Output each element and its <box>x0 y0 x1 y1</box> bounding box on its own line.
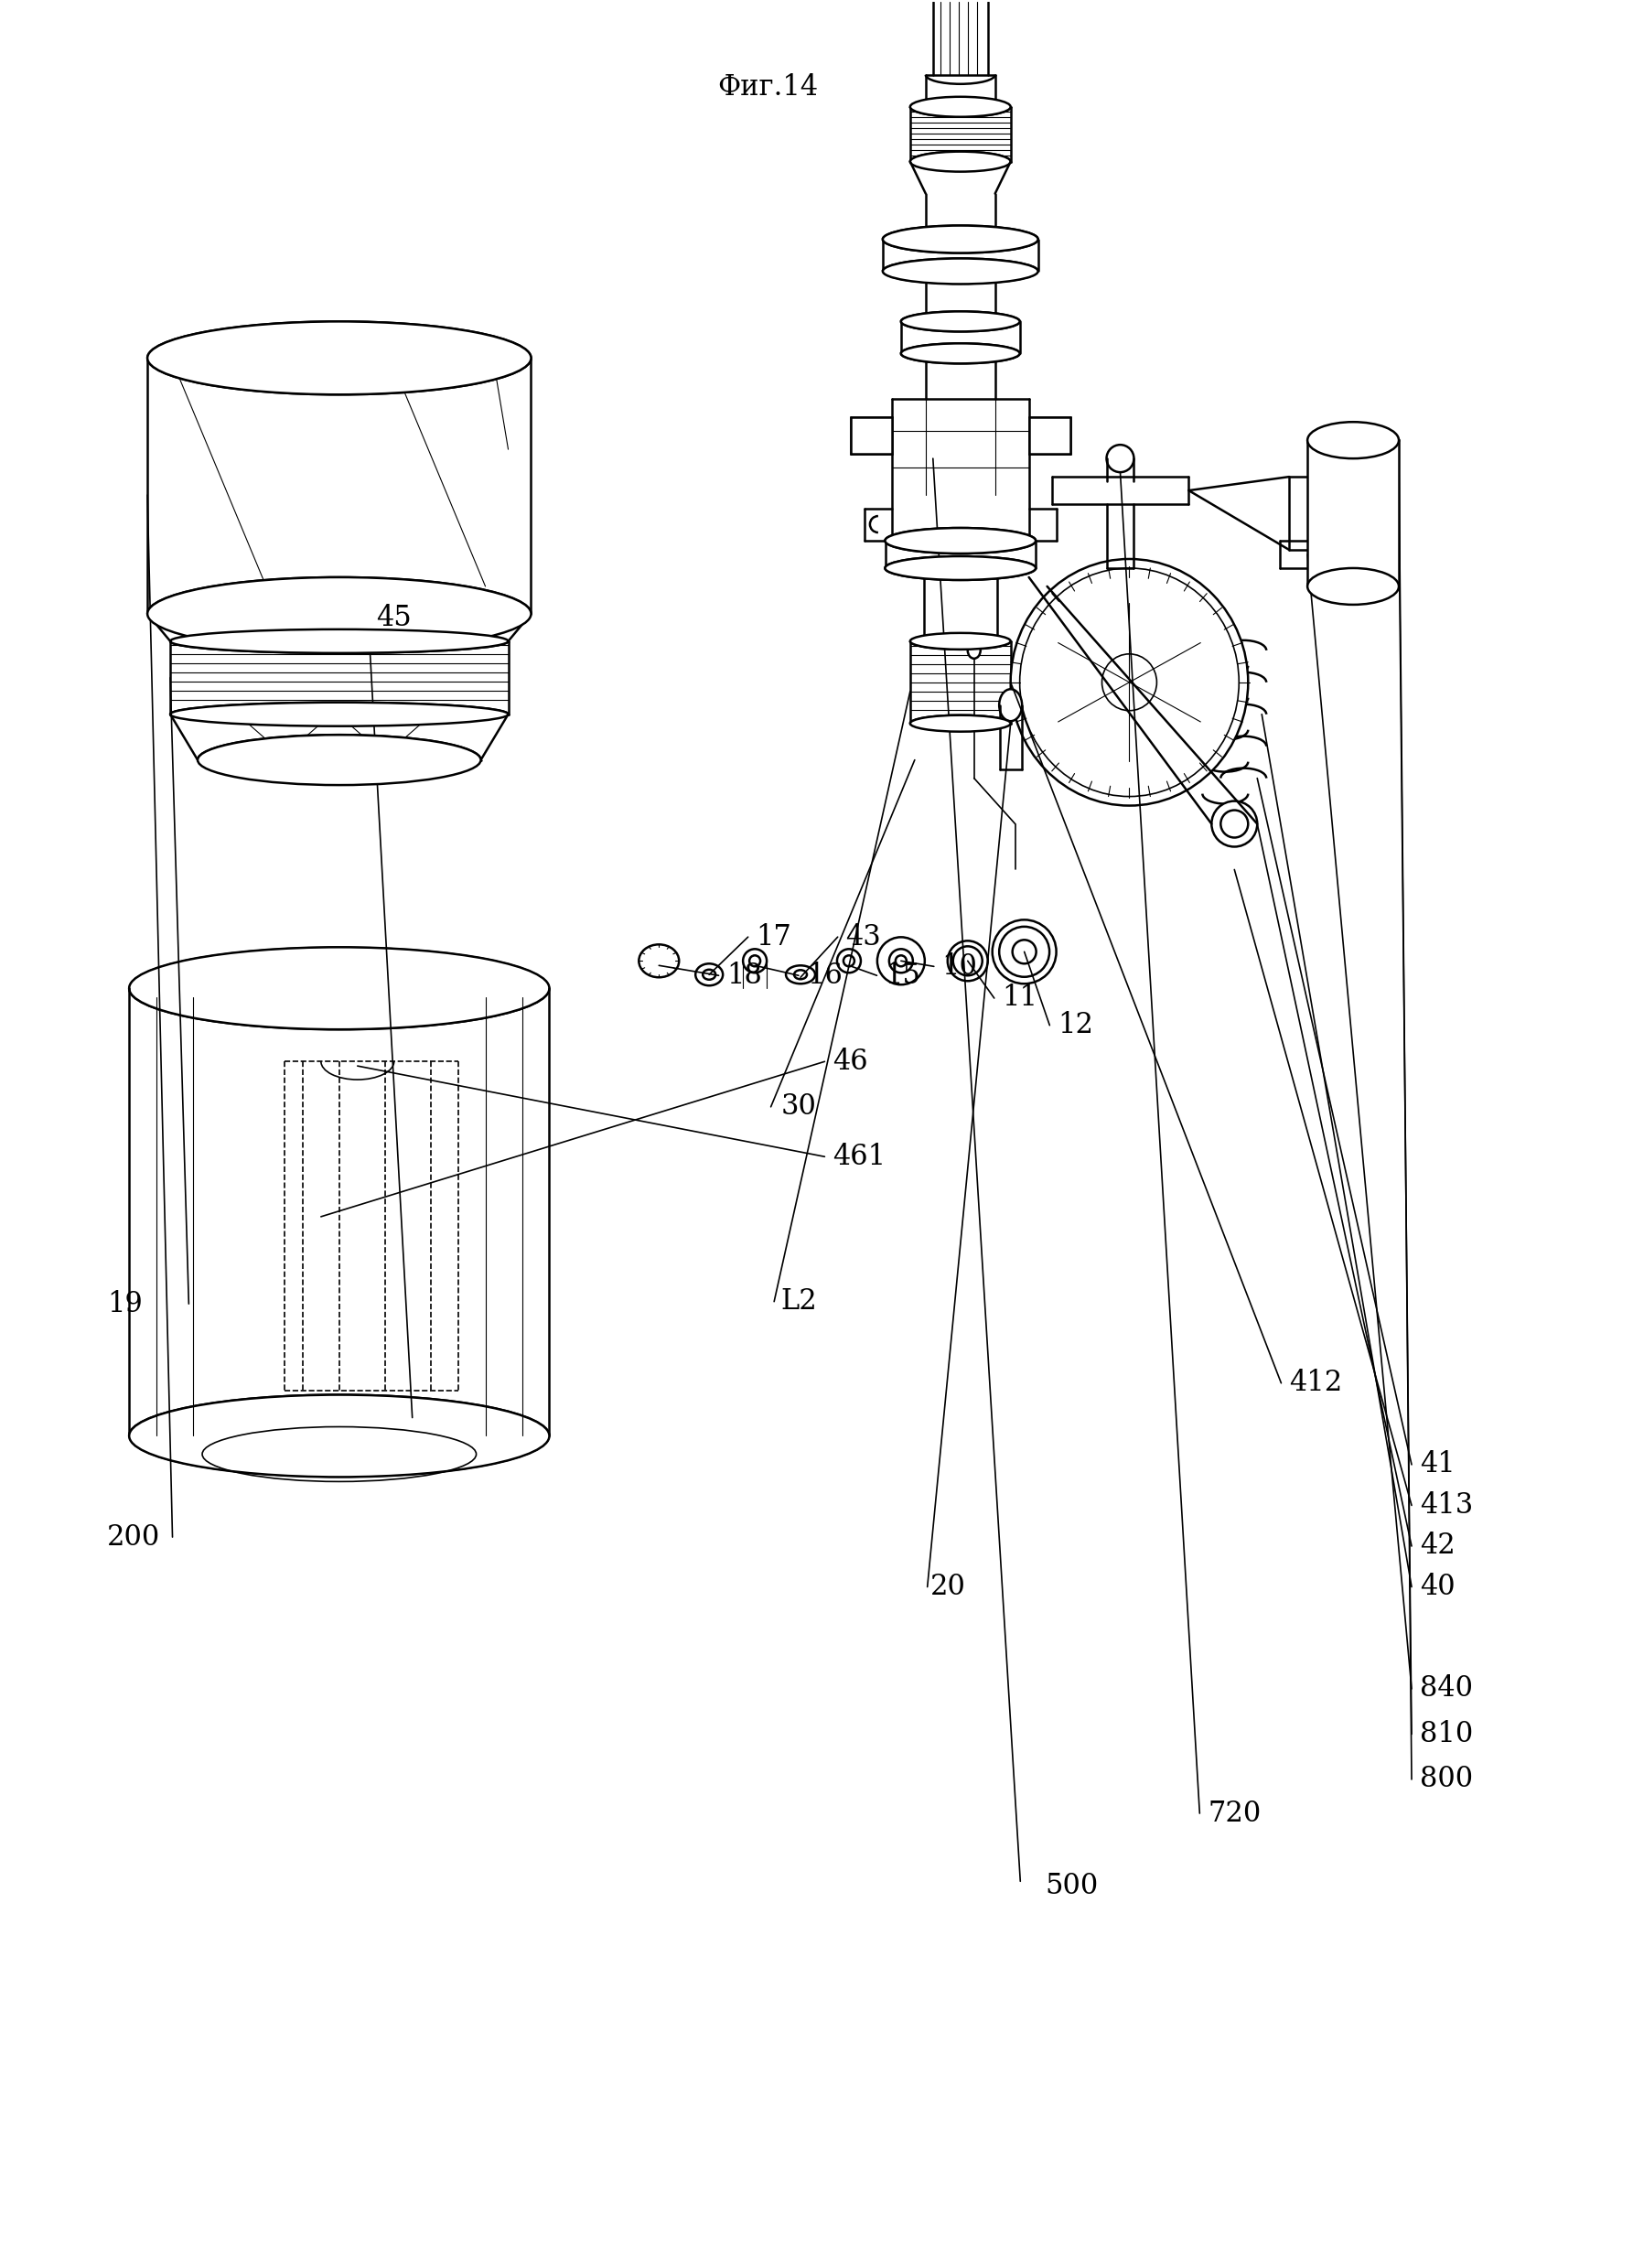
Text: 42: 42 <box>1419 1531 1455 1560</box>
Bar <box>1308 440 1399 587</box>
Ellipse shape <box>1107 445 1133 472</box>
Text: 17: 17 <box>756 923 792 950</box>
Text: 45: 45 <box>376 603 412 633</box>
Ellipse shape <box>1011 558 1248 805</box>
Text: 200: 200 <box>108 1522 160 1551</box>
Text: 20: 20 <box>931 1572 967 1601</box>
Text: 12: 12 <box>1058 1012 1094 1039</box>
Ellipse shape <box>170 628 508 653</box>
Ellipse shape <box>947 941 988 982</box>
Text: 30: 30 <box>781 1093 816 1120</box>
Text: L2: L2 <box>781 1288 816 1315</box>
Ellipse shape <box>696 964 723 987</box>
Ellipse shape <box>993 921 1057 984</box>
Text: 43: 43 <box>846 923 882 950</box>
Ellipse shape <box>999 689 1022 721</box>
Ellipse shape <box>910 152 1011 172</box>
Ellipse shape <box>968 642 980 658</box>
Text: 40: 40 <box>1419 1572 1455 1601</box>
Text: 413: 413 <box>1419 1490 1473 1520</box>
Ellipse shape <box>862 429 882 442</box>
Text: 41: 41 <box>1419 1452 1455 1479</box>
Ellipse shape <box>785 966 815 984</box>
Ellipse shape <box>901 311 1019 331</box>
Ellipse shape <box>910 98 1011 118</box>
Ellipse shape <box>1212 801 1257 846</box>
Text: Фиг.14: Фиг.14 <box>717 73 818 102</box>
Ellipse shape <box>910 633 1011 649</box>
Text: 19: 19 <box>108 1290 142 1318</box>
Ellipse shape <box>170 703 508 726</box>
Ellipse shape <box>147 578 531 651</box>
Text: 461: 461 <box>833 1143 887 1170</box>
Ellipse shape <box>1039 429 1060 442</box>
Text: 15: 15 <box>885 962 921 989</box>
Text: 720: 720 <box>1208 1799 1261 1828</box>
Ellipse shape <box>901 342 1019 363</box>
Ellipse shape <box>1308 567 1399 606</box>
Ellipse shape <box>1308 422 1399 458</box>
Text: 11: 11 <box>1003 984 1039 1012</box>
Ellipse shape <box>129 1395 549 1476</box>
Text: 500: 500 <box>1045 1871 1097 1901</box>
Ellipse shape <box>129 948 549 1030</box>
Ellipse shape <box>910 714 1011 733</box>
Ellipse shape <box>877 937 924 984</box>
Ellipse shape <box>838 948 861 973</box>
Text: 800: 800 <box>1419 1765 1473 1794</box>
Bar <box>851 417 892 454</box>
Ellipse shape <box>639 943 679 978</box>
Ellipse shape <box>198 735 480 785</box>
Ellipse shape <box>885 556 1035 581</box>
Text: 810: 810 <box>1419 1719 1473 1749</box>
Ellipse shape <box>743 948 768 973</box>
Text: 18: 18 <box>727 962 763 989</box>
Bar <box>1029 417 1070 454</box>
Text: 10: 10 <box>942 953 978 980</box>
Text: 840: 840 <box>1419 1674 1473 1703</box>
Ellipse shape <box>885 528 1035 553</box>
Ellipse shape <box>1316 454 1390 574</box>
Ellipse shape <box>147 322 531 395</box>
Text: 46: 46 <box>833 1048 869 1075</box>
Text: 16: 16 <box>807 962 843 989</box>
Ellipse shape <box>883 225 1039 254</box>
Text: 412: 412 <box>1290 1370 1342 1397</box>
Ellipse shape <box>883 259 1039 284</box>
